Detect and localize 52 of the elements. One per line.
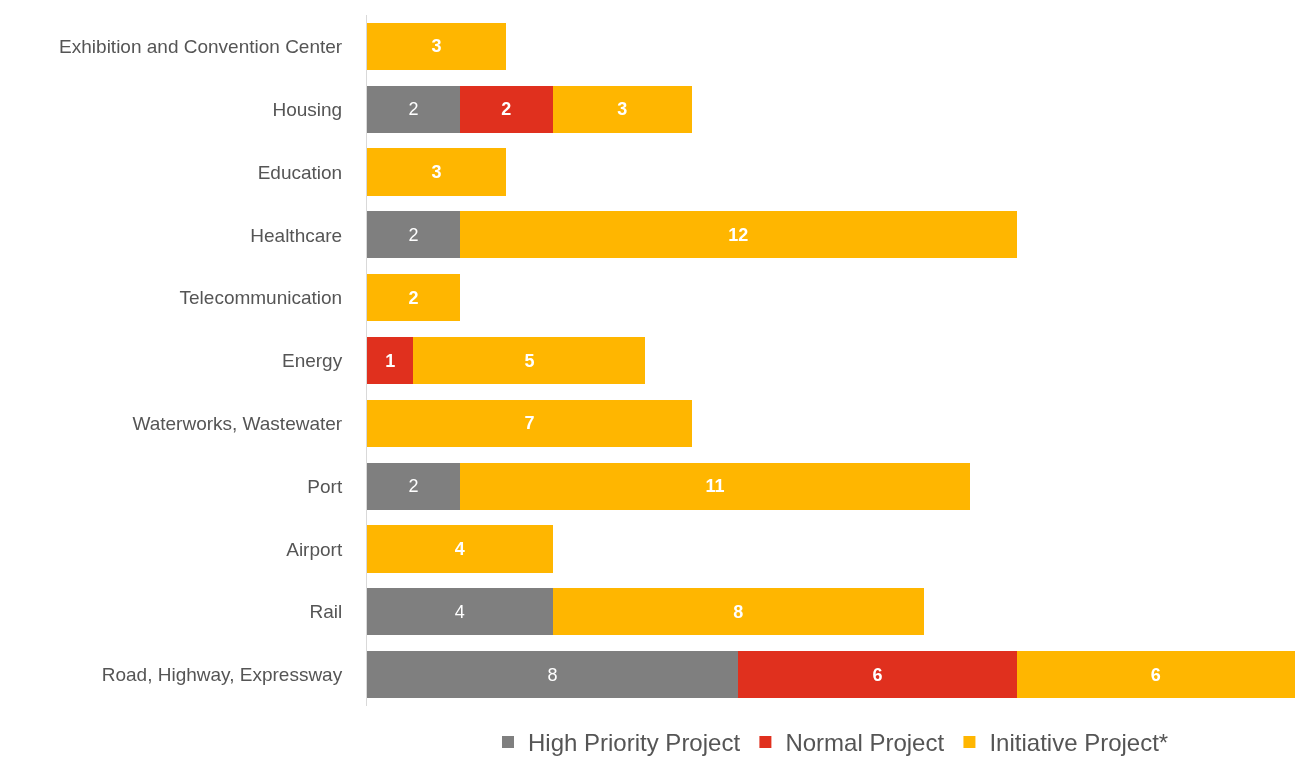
bar: [367, 85, 460, 133]
bar: [552, 588, 924, 636]
y-tick-label: Road, Highway, Expressway: [101, 664, 343, 686]
bar: [367, 22, 507, 70]
data-label: 2: [408, 287, 419, 308]
bar: [367, 525, 553, 573]
y-tick-label: Education: [257, 161, 343, 183]
legend-label: Initiative Project*: [989, 729, 1169, 757]
data-label: 8: [547, 664, 558, 685]
data-label: 2: [408, 476, 419, 497]
data-label: 12: [728, 224, 749, 245]
bar: [367, 336, 414, 385]
data-label: 7: [524, 413, 535, 434]
bar: [459, 85, 553, 133]
bar: [367, 211, 460, 259]
bar: [1016, 651, 1295, 699]
data-label: 11: [705, 476, 725, 497]
data-label: 3: [617, 99, 628, 120]
y-tick-label: Waterworks, Wastewater: [132, 412, 343, 434]
y-tick-label: Rail: [309, 601, 343, 623]
data-label: 6: [872, 664, 883, 685]
y-tick-label: Exhibition and Convention Center: [59, 36, 343, 58]
data-label: 5: [524, 350, 535, 371]
data-label: 2: [501, 99, 512, 120]
bar: [367, 274, 460, 322]
bar: [367, 399, 692, 447]
y-tick-label: Housing: [272, 98, 343, 120]
data-label: 8: [733, 601, 744, 622]
bar: [552, 85, 692, 133]
bar: [367, 148, 507, 196]
data-label: 4: [454, 538, 465, 559]
bar: [367, 651, 739, 699]
data-label: 2: [408, 99, 419, 120]
bar: [459, 462, 971, 510]
y-tick-label: Telecommunication: [179, 287, 343, 309]
y-tick-label: Port: [307, 475, 343, 497]
legend-label: High Priority Project: [528, 729, 741, 757]
legend-label: Normal Project: [785, 729, 945, 757]
data-label: 2: [408, 224, 419, 245]
bar: [459, 211, 1017, 259]
y-tick-label: Energy: [282, 350, 343, 372]
data-label: 1: [385, 350, 396, 371]
bar: [413, 336, 646, 385]
data-label: 4: [454, 601, 465, 622]
y-tick-label: Airport: [286, 538, 343, 560]
bar: [367, 588, 553, 636]
y-tick-label: Healthcare: [250, 224, 343, 246]
data-label: 3: [431, 36, 442, 57]
bar: [367, 462, 460, 510]
bar: [738, 651, 1017, 699]
data-label: 3: [431, 162, 442, 183]
data-label: 6: [1150, 664, 1161, 685]
